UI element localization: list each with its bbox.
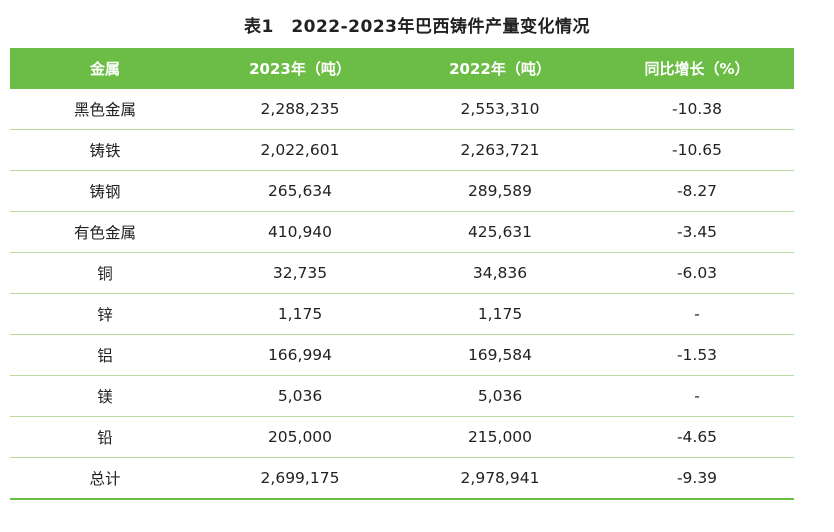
table-row: 铅 205,000 215,000 -4.65 [10,416,794,458]
metal-cell: 镁 [10,375,200,417]
value-2022-cell: 2,263,721 [400,129,600,171]
growth-cell: -4.65 [600,416,794,458]
metal-cell: 总计 [10,457,200,500]
metal-cell: 铸钢 [10,170,200,212]
value-2022-cell: 169,584 [400,334,600,376]
metal-cell: 铜 [10,252,200,294]
growth-cell: - [600,293,794,335]
metal-cell: 铅 [10,416,200,458]
table-row: 总计 2,699,175 2,978,941 -9.39 [10,457,794,500]
table-row: 铸铁 2,022,601 2,263,721 -10.65 [10,129,794,171]
value-2022-cell: 215,000 [400,416,600,458]
value-2023-cell: 205,000 [200,416,400,458]
table-row: 铜 32,735 34,836 -6.03 [10,252,794,294]
table-body: 黑色金属 2,288,235 2,553,310 -10.38 铸铁 2,022,601 2… [10,89,794,500]
table-header: 金属 2023年（吨） 2022年（吨） 同比增长（%） [10,48,794,89]
value-2023-cell: 166,994 [200,334,400,376]
table-row: 铸钢 265,634 289,589 -8.27 [10,170,794,212]
growth-cell: -6.03 [600,252,794,294]
table-row: 黑色金属 2,288,235 2,553,310 -10.38 [10,89,794,130]
metal-cell: 铸铁 [10,129,200,171]
header-2023: 2023年（吨） [200,48,400,89]
growth-cell: - [600,375,794,417]
growth-cell: -9.39 [600,457,794,500]
growth-cell: -10.65 [600,129,794,171]
header-row: 金属 2023年（吨） 2022年（吨） 同比增长（%） [10,48,794,89]
metal-cell: 铝 [10,334,200,376]
value-2023-cell: 265,634 [200,170,400,212]
value-2022-cell: 425,631 [400,211,600,253]
value-2023-cell: 1,175 [200,293,400,335]
value-2022-cell: 2,553,310 [400,89,600,130]
table-row: 有色金属 410,940 425,631 -3.45 [10,211,794,253]
value-2023-cell: 5,036 [200,375,400,417]
table-title: 表1 2022-2023年巴西铸件产量变化情况 [243,17,590,37]
growth-cell: -1.53 [600,334,794,376]
value-2022-cell: 34,836 [400,252,600,294]
metal-cell: 锌 [10,293,200,335]
value-2023-cell: 2,699,175 [200,457,400,500]
table-row: 镁 5,036 5,036- [10,375,794,417]
table-row: 锌 1,175 1,175- [10,293,794,335]
production-table: 金属 2023年（吨） 2022年（吨） 同比增长（%） 黑色金属 2,288,2… [10,48,794,500]
growth-cell: -10.38 [600,89,794,130]
value-2023-cell: 2,022,601 [200,129,400,171]
header-metal: 金属 [10,48,200,89]
value-2023-cell: 410,940 [200,211,400,253]
header-growth: 同比增长（%） [600,48,794,89]
table-row: 铝 166,994 169,584 -1.53 [10,334,794,376]
value-2022-cell: 1,175 [400,293,600,335]
value-2023-cell: 2,288,235 [200,89,400,130]
value-2022-cell: 289,589 [400,170,600,212]
value-2022-cell: 2,978,941 [400,457,600,500]
growth-cell: -3.45 [600,211,794,253]
value-2023-cell: 32,735 [200,252,400,294]
header-2022: 2022年（吨） [400,48,600,89]
growth-cell: -8.27 [600,170,794,212]
value-2022-cell: 5,036 [400,375,600,417]
metal-cell: 黑色金属 [10,89,200,130]
metal-cell: 有色金属 [10,211,200,253]
